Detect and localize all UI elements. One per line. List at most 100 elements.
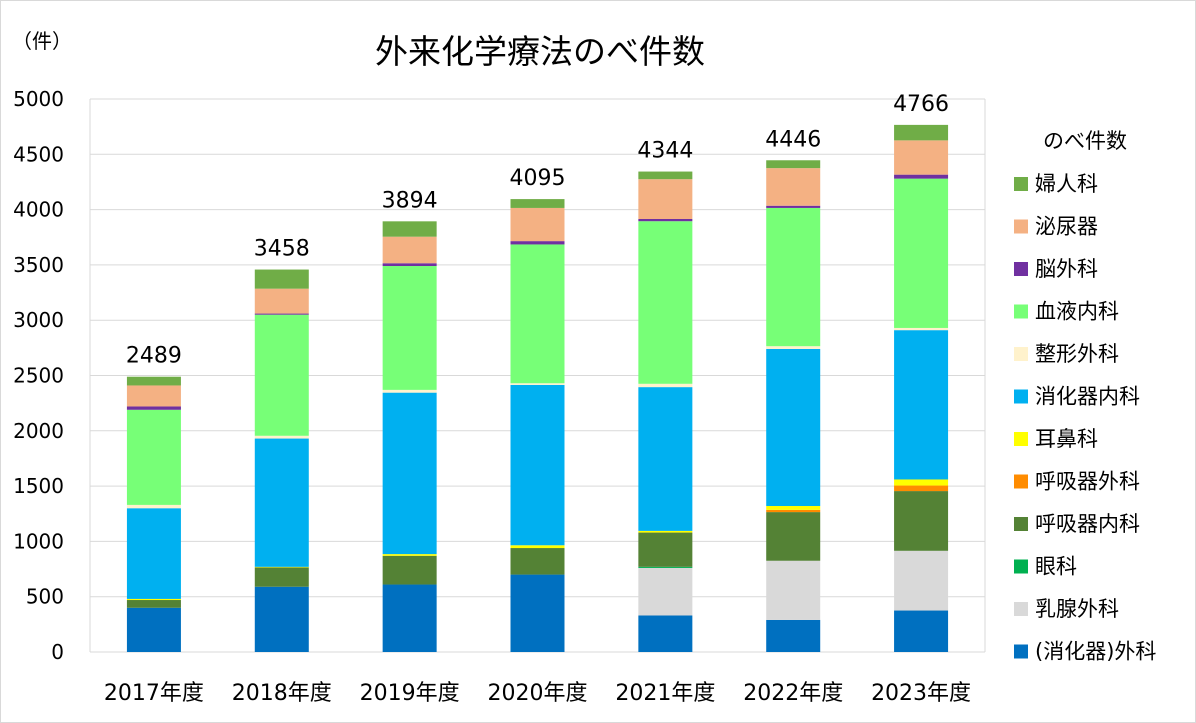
x-tick-label: 2020年度 (488, 681, 588, 706)
bar-segment (766, 560, 821, 620)
total-label: 4446 (765, 127, 821, 152)
legend-swatch (1014, 389, 1028, 404)
bar-segment (126, 600, 181, 608)
legend-swatch (1014, 517, 1028, 531)
legend-swatch (1014, 602, 1028, 616)
bar-segment (510, 207, 565, 242)
bar-segment (510, 241, 565, 245)
bar-segment (254, 567, 309, 587)
bar-segment (254, 566, 309, 568)
legend: 婦人科泌尿器脳外科血液内科整形外科消化器内科耳鼻科呼吸器外科呼吸器内科眼科乳腺外… (1014, 172, 1156, 664)
y-tick-label: 3500 (13, 253, 64, 277)
bar-segment (638, 383, 693, 388)
legend-label: 呼吸器内科 (1035, 512, 1140, 536)
bar-segment (382, 221, 437, 237)
bar-segment (766, 205, 821, 208)
y-tick-label: 4500 (13, 142, 64, 166)
y-tick-label: 1500 (13, 474, 64, 498)
bar-segment (382, 554, 437, 556)
bar-segment (254, 313, 309, 315)
y-tick-label: 2500 (13, 364, 64, 388)
legend-label: 眼科 (1035, 555, 1077, 579)
y-tick-label: 4000 (13, 198, 64, 222)
legend-label: 婦人科 (1035, 172, 1098, 196)
bar-segment (510, 244, 565, 384)
legend-swatch (1014, 432, 1028, 446)
legend-label: 乳腺外科 (1035, 597, 1119, 621)
legend-swatch (1014, 474, 1028, 489)
total-label: 4095 (510, 166, 566, 191)
bar-segment (382, 392, 437, 555)
bars (126, 124, 949, 652)
bar-segment (766, 506, 821, 510)
y-tick-label: 1000 (13, 529, 64, 553)
bar-segment (638, 567, 693, 616)
bar-segment (766, 168, 821, 206)
legend-label: (消化器)外科 (1035, 640, 1156, 664)
bar-segment (254, 435, 309, 439)
bar-segment (766, 160, 821, 169)
bar-segment (254, 314, 309, 436)
legend-swatch (1014, 559, 1028, 574)
bar-segment (638, 566, 693, 568)
total-label: 3458 (254, 237, 310, 262)
bar-segment (254, 288, 309, 314)
bar-segment (254, 269, 309, 289)
bar-segment (254, 438, 309, 567)
total-label: 4766 (893, 92, 949, 117)
bar-segment (766, 346, 821, 349)
bar-segment (510, 383, 565, 385)
bar-segment (894, 174, 949, 179)
bar-segment (382, 584, 437, 652)
bar-segment (382, 263, 437, 267)
bar-segment (766, 619, 821, 652)
bar-segment (382, 236, 437, 264)
legend-label: 血液内科 (1035, 300, 1119, 324)
bar-segment (510, 384, 565, 546)
bar-segment (126, 385, 181, 407)
legend-label: 泌尿器 (1035, 215, 1098, 239)
x-tick-label: 2022年度 (743, 681, 843, 706)
bar-segment (510, 545, 565, 549)
legend-swatch (1014, 347, 1028, 361)
bar-segment (638, 219, 693, 222)
y-tick-label: 5000 (13, 87, 64, 111)
gridlines (89, 98, 986, 653)
bar-segment (894, 330, 949, 480)
legend-swatch (1014, 177, 1028, 191)
legend-label: 呼吸器外科 (1035, 470, 1140, 494)
x-tick-label: 2018年度 (232, 681, 332, 706)
legend-label: 耳鼻科 (1035, 427, 1098, 451)
bar-segment (766, 207, 821, 347)
bar-segment (894, 140, 949, 175)
bar-segment (894, 485, 949, 492)
legend-swatch (1014, 262, 1028, 276)
bar-segment (126, 508, 181, 599)
bar-segment (894, 124, 949, 141)
bar-segment (126, 504, 181, 509)
bar-segment (638, 530, 693, 533)
bar-segment (638, 387, 693, 531)
y-axis-unit-label: （件） (12, 29, 72, 53)
x-tick-label: 2019年度 (360, 681, 460, 706)
legend-title: のべ件数 (1043, 129, 1127, 153)
bar-segment (638, 179, 693, 220)
bar-segment (766, 509, 821, 513)
y-tick-label: 2000 (13, 419, 64, 443)
bar-segment (510, 199, 565, 208)
y-tick-label: 500 (26, 585, 64, 609)
bar-segment (510, 574, 565, 652)
legend-label: 整形外科 (1035, 342, 1119, 366)
x-tick-label: 2017年度 (104, 681, 204, 706)
chart-title: 外来化学療法のべ件数 (375, 32, 705, 71)
legend-swatch (1014, 219, 1028, 234)
bar-segment (766, 348, 821, 507)
bar-segment (126, 598, 181, 601)
bar-segment (894, 327, 949, 331)
x-tick-label: 2023年度 (871, 681, 971, 706)
bar-segment (638, 615, 693, 652)
bar-segment (638, 221, 693, 384)
total-labels: 2489 3458 3894 4095 4344 4446 4766 (126, 92, 949, 369)
total-label: 4344 (637, 139, 693, 164)
